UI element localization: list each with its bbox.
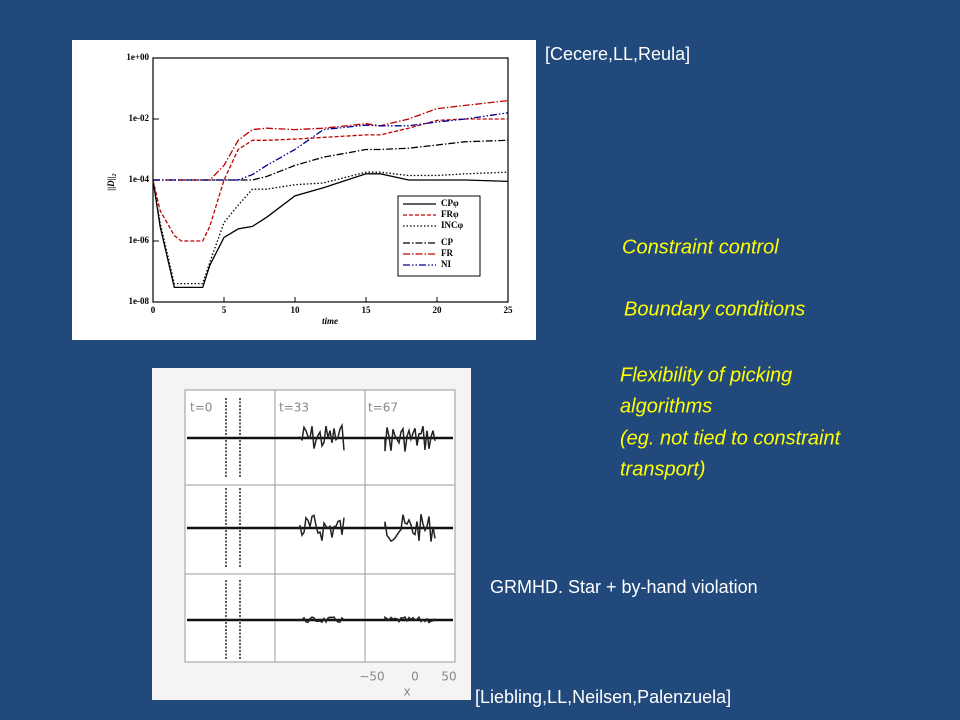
x-tick-label: 15 [362, 305, 372, 315]
x-tick-label: 25 [504, 305, 514, 315]
panel-drawing [185, 390, 455, 662]
x-tick-label: 20 [433, 305, 443, 315]
x-tick-label: 10 [291, 305, 301, 315]
y-axis-label: ||D||₂ [106, 173, 116, 191]
legend-label: FR [441, 248, 453, 258]
caption: GRMHD. Star + by-hand violation [490, 577, 758, 597]
panel-axis-label: x [403, 685, 410, 699]
bullet: Flexibility of picking [620, 364, 792, 386]
legend-label: CPφ [441, 198, 459, 208]
series-line [152, 171, 509, 285]
legend-label: NI [441, 259, 451, 269]
bullet: algorithms [620, 395, 712, 417]
panel-wiggle [299, 616, 345, 624]
bullet: Constraint control [622, 236, 779, 258]
legend-label: INCφ [441, 220, 464, 230]
panel-label: t=67 [368, 401, 398, 415]
bullet: transport) [620, 458, 706, 480]
series-line [152, 118, 508, 242]
y-tick-label: 1e-06 [129, 235, 150, 245]
series-line [152, 173, 509, 289]
panel-tick-label: 0 [411, 670, 419, 684]
chart-image [72, 40, 536, 340]
panel-wiggle [299, 514, 345, 541]
citation: [Cecere,LL,Reula] [545, 44, 690, 64]
panel-wiggle [384, 426, 436, 452]
panel-tick-label: −50 [359, 670, 384, 684]
y-tick-label: 1e-04 [129, 174, 150, 184]
panel-tick-label: 50 [441, 670, 456, 684]
y-tick-label: 1e-08 [129, 296, 150, 306]
bullet: Boundary conditions [624, 298, 805, 320]
series-line [153, 112, 509, 181]
legend [397, 195, 481, 277]
panel-wiggle [384, 615, 436, 624]
y-tick-label: 1e+00 [126, 52, 149, 62]
citation: [Liebling,LL,Neilsen,Palenzuela] [475, 687, 731, 707]
x-axis-label: time [322, 316, 338, 326]
x-tick-label: 0 [151, 305, 156, 315]
legend-label: CP [441, 237, 453, 247]
panel-wiggle [299, 422, 345, 451]
panel-label: t=33 [279, 401, 309, 415]
y-tick-label: 1e-02 [129, 113, 150, 123]
panel-label: t=0 [190, 401, 212, 415]
legend-label: FRφ [441, 209, 459, 219]
series-line [153, 99, 509, 181]
bullet: (eg. not tied to constraint [620, 427, 842, 449]
panel-wiggle [384, 514, 436, 543]
x-tick-label: 5 [222, 305, 227, 315]
